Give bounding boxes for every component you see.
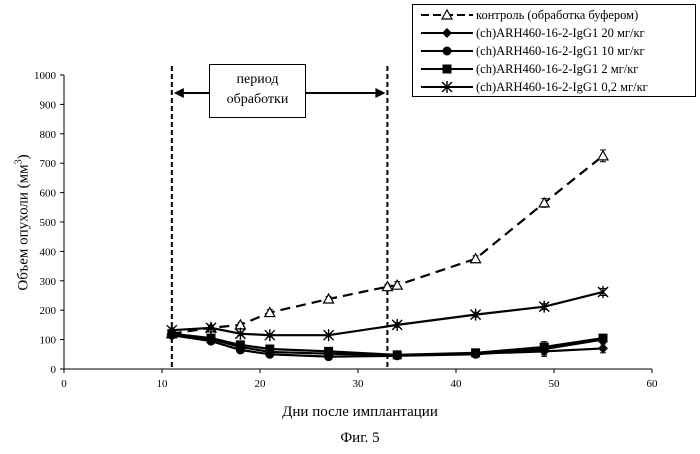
data-point <box>265 344 275 354</box>
legend-swatch-control <box>421 8 473 20</box>
data-point <box>234 327 246 340</box>
data-point <box>235 340 245 350</box>
legend-label-20mg: (ch)ARH460-16-2-IgG1 20 мг/кг <box>476 26 645 40</box>
data-point <box>381 280 394 292</box>
y-tick-label: 400 <box>40 246 57 258</box>
y-tick-label: 900 <box>40 99 57 111</box>
series-4 <box>166 285 609 342</box>
data-point <box>597 285 609 298</box>
legend-item-0-2mg: (ch)ARH460-16-2-IgG1 0,2 мг/кг <box>413 78 695 96</box>
x-axis-label: Дни после имплантации <box>282 404 438 420</box>
legend-swatch-20mg <box>421 28 473 38</box>
data-point <box>539 342 549 352</box>
legend-item-20mg: (ch)ARH460-16-2-IgG1 20 мг/кг <box>413 24 695 42</box>
legend-swatch-10mg <box>421 46 473 56</box>
data-point <box>205 321 217 334</box>
data-point <box>392 350 402 360</box>
legend-swatch-2mg <box>421 64 473 74</box>
treatment-arrow-right-head <box>375 88 386 98</box>
x-tick-label: 20 <box>255 378 267 390</box>
data-point <box>538 300 550 313</box>
y-tick-label: 300 <box>40 276 57 288</box>
figure-caption: Фиг. 5 <box>340 430 380 446</box>
legend: контроль (обработка буфером) (ch)ARH460-… <box>412 4 696 97</box>
data-point <box>470 308 482 321</box>
data-point <box>538 196 551 208</box>
treatment-period-label-line1: период <box>236 72 279 87</box>
legend-label-control: контроль (обработка буфером) <box>476 8 639 22</box>
x-tick-label: 50 <box>549 378 561 390</box>
y-axis-label-superscript: 3 <box>13 159 25 165</box>
y-tick-label: 500 <box>40 217 57 229</box>
legend-label-10mg: (ch)ARH460-16-2-IgG1 10 мг/кг <box>476 44 645 58</box>
legend-label-2mg: (ch)ARH460-16-2-IgG1 2 мг/кг <box>476 62 639 76</box>
series-layer <box>165 149 610 362</box>
data-point <box>469 252 482 264</box>
x-tick-label: 40 <box>451 378 463 390</box>
treatment-period-label-line2: обработки <box>226 92 289 107</box>
data-point <box>323 329 335 342</box>
legend-item-2mg: (ch)ARH460-16-2-IgG1 2 мг/кг <box>413 60 695 78</box>
data-point <box>264 329 276 342</box>
axes: 0 100 200 300 400 500 600 700 800 900 1000 0 10 20 30 4… <box>34 70 658 390</box>
x-tick-label: 0 <box>61 378 67 390</box>
series-0 <box>165 149 610 339</box>
data-point <box>263 306 276 318</box>
data-point <box>324 346 334 356</box>
data-point <box>391 278 404 290</box>
y-tick-label: 800 <box>40 129 57 141</box>
y-tick-label: 0 <box>51 364 57 376</box>
data-point <box>166 324 178 337</box>
y-tick-label: 200 <box>40 305 57 317</box>
data-point <box>391 318 403 331</box>
legend-swatch-0-2mg <box>421 81 473 93</box>
x-tick-label: 60 <box>647 378 659 390</box>
data-point <box>598 333 608 343</box>
data-point <box>322 292 335 304</box>
y-tick-label: 700 <box>40 158 57 170</box>
y-tick-label: 100 <box>40 335 57 347</box>
data-point <box>206 333 216 343</box>
data-point <box>471 348 481 358</box>
treatment-period-box: период обработки <box>209 64 306 118</box>
y-tick-label: 600 <box>40 188 57 200</box>
y-axis-label-main: Объем опухоли (мм <box>15 164 32 291</box>
data-point <box>598 343 608 354</box>
legend-label-0-2mg: (ch)ARH460-16-2-IgG1 0,2 мг/кг <box>476 80 648 94</box>
y-tick-label: 1000 <box>34 70 57 82</box>
x-tick-label: 30 <box>353 378 365 390</box>
y-axis-label: Объем опухоли (мм3) <box>14 103 33 343</box>
y-axis-label-tail: ) <box>15 154 32 160</box>
data-point <box>596 149 610 161</box>
legend-item-10mg: (ch)ARH460-16-2-IgG1 10 мг/кг <box>413 42 695 60</box>
treatment-arrow-left-head <box>173 88 184 98</box>
legend-item-control: контроль (обработка буфером) <box>413 6 695 24</box>
treatment-period-markers <box>170 66 389 369</box>
x-tick-label: 10 <box>157 378 169 390</box>
series-line-0 <box>171 154 604 335</box>
